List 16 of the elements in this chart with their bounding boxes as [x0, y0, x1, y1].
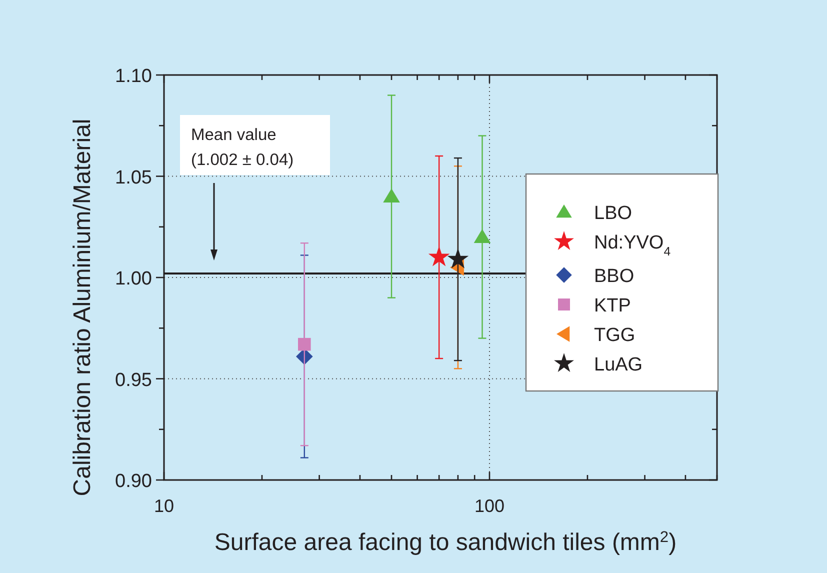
y-tick-label: 0.95 — [115, 370, 152, 391]
legend-label: Nd:YVO$_{4}$ — [594, 232, 671, 258]
y-tick-label: 1.10 — [115, 66, 152, 87]
legend-label: KTP — [594, 296, 631, 316]
y-tick-label: 0.90 — [115, 471, 152, 492]
legend-label: BBO — [594, 266, 634, 287]
x-tick-label: 100 — [474, 496, 505, 516]
y-tick-label: 1.05 — [115, 167, 152, 188]
y-tick-label: 1.00 — [115, 268, 152, 290]
legend-label: LuAG — [594, 354, 643, 376]
x-tick-label: 10 — [154, 496, 174, 516]
x-axis-title: Surface area facing to sandwich tiles (mm$^{2}$) — [214, 528, 677, 556]
legend-label: LBO — [594, 203, 632, 224]
annotation: Mean value (1.002 ± 0.04) — [191, 126, 294, 169]
legend-label: TGG — [594, 325, 636, 346]
y-axis-title: Calibration ratio Aluminium/Material — [69, 118, 96, 496]
